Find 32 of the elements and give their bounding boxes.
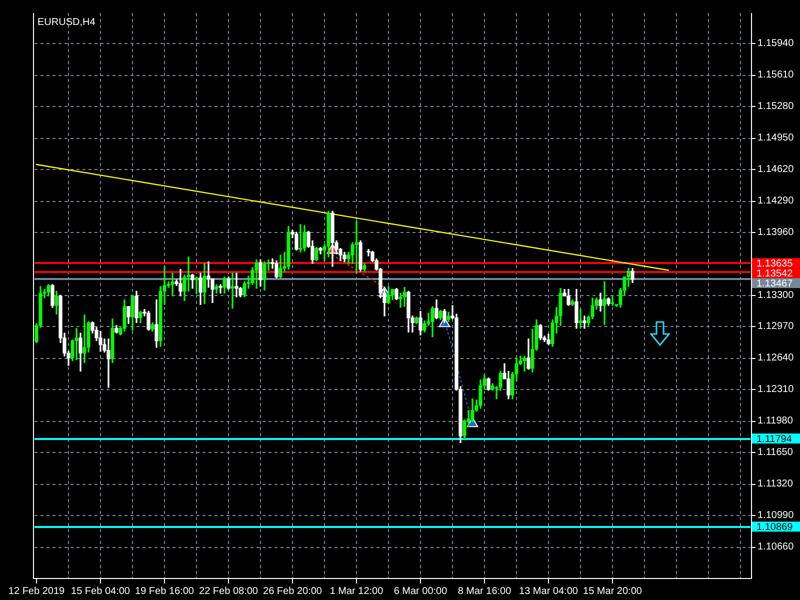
x-tick-label: 19 Feb 16:00	[135, 586, 194, 597]
y-tick-label: 1.14290	[758, 195, 794, 206]
y-tick-label: 1.10660	[758, 541, 794, 552]
y-tick-label: 1.14950	[758, 132, 794, 144]
ref-line-label: 1.13635	[756, 258, 794, 270]
y-tick-label: 1.14620	[758, 164, 794, 176]
x-tick-label: 15 Mar 20:00	[583, 586, 642, 597]
y-tick-label: 1.15610	[758, 70, 794, 81]
y-tick-label: 1.12310	[758, 384, 794, 396]
y-tick-label: 1.13300	[758, 290, 794, 301]
y-tick-label: 1.15940	[758, 38, 794, 50]
ref-line-label: 1.10869	[756, 522, 794, 533]
ref-line-label: 1.13542	[756, 268, 794, 280]
y-tick-label: 1.15280	[758, 101, 794, 112]
x-tick-label: 13 Mar 04:00	[519, 586, 578, 597]
y-tick-label: 1.10990	[758, 510, 794, 521]
x-tick-label: 6 Mar 00:00	[394, 586, 448, 597]
y-tick-label: 1.11320	[758, 478, 794, 490]
x-tick-label: 1 Mar 12:00	[330, 586, 384, 597]
ref-line-label: 1.11794	[756, 434, 792, 445]
y-tick-label: 1.13960	[758, 226, 794, 238]
y-tick-label: 1.12640	[758, 352, 794, 364]
x-tick-label: 15 Feb 04:00	[71, 586, 130, 597]
x-tick-label: 26 Feb 20:00	[263, 586, 322, 597]
chart-title: EURUSD,H4	[38, 16, 96, 28]
x-tick-label: 22 Feb 08:00	[199, 586, 258, 597]
y-tick-label: 1.11980	[758, 416, 794, 427]
y-tick-label: 1.12970	[758, 321, 794, 332]
x-tick-label: 12 Feb 2019	[8, 586, 66, 597]
y-tick-label: 1.11650	[758, 446, 794, 458]
x-tick-label: 8 Mar 16:00	[458, 586, 512, 597]
ref-line-label: 1.13467	[756, 278, 794, 290]
